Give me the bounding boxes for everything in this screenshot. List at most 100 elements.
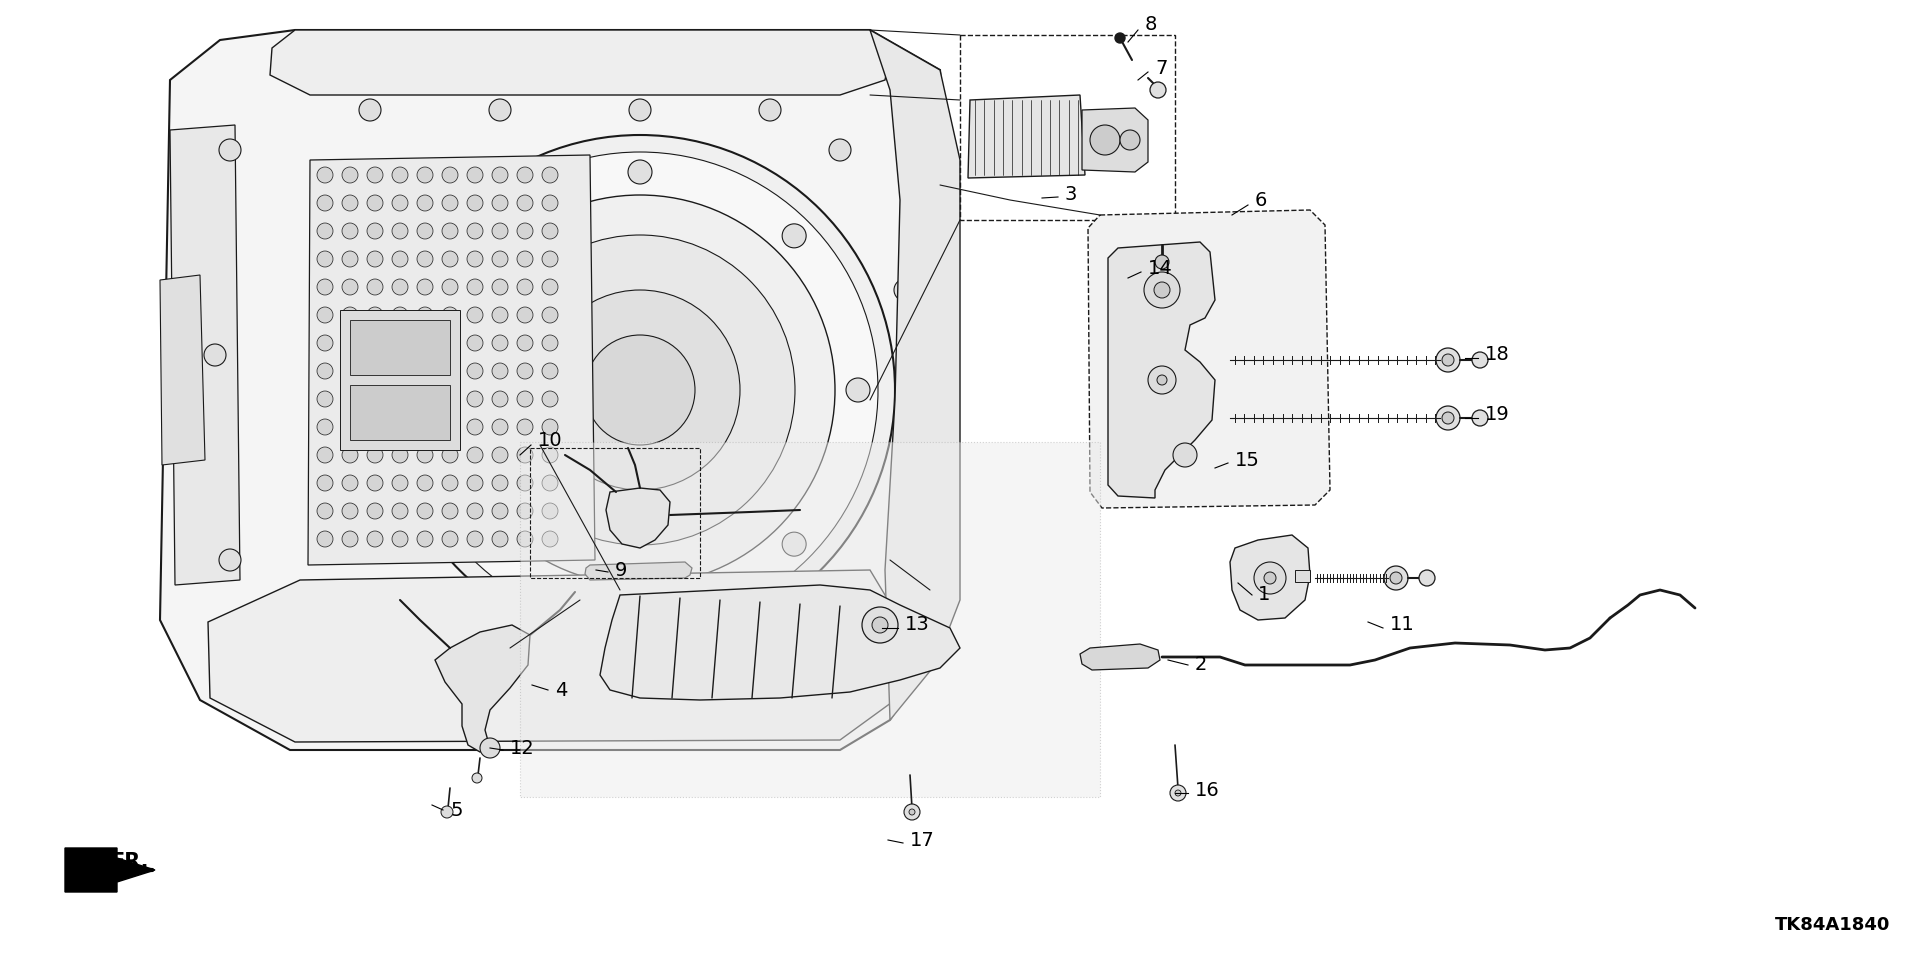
Circle shape	[781, 224, 806, 248]
Circle shape	[219, 549, 242, 571]
Circle shape	[1144, 272, 1181, 308]
Circle shape	[467, 503, 484, 519]
Polygon shape	[1083, 108, 1148, 172]
Circle shape	[1154, 282, 1169, 298]
Circle shape	[541, 391, 559, 407]
Circle shape	[467, 475, 484, 491]
Text: 4: 4	[555, 681, 568, 700]
Circle shape	[392, 447, 407, 463]
Circle shape	[442, 503, 459, 519]
Circle shape	[467, 447, 484, 463]
Circle shape	[342, 307, 357, 323]
Polygon shape	[968, 95, 1085, 178]
Circle shape	[480, 738, 499, 758]
Polygon shape	[1079, 644, 1160, 670]
Circle shape	[342, 363, 357, 379]
Circle shape	[442, 307, 459, 323]
Circle shape	[490, 99, 511, 121]
Circle shape	[367, 391, 382, 407]
Circle shape	[781, 532, 806, 556]
Circle shape	[1254, 562, 1286, 594]
Text: 2: 2	[1194, 656, 1208, 675]
Circle shape	[392, 531, 407, 547]
Circle shape	[541, 279, 559, 295]
Circle shape	[417, 195, 434, 211]
Polygon shape	[159, 30, 950, 750]
Circle shape	[417, 419, 434, 435]
Circle shape	[541, 307, 559, 323]
Circle shape	[1156, 255, 1169, 269]
Circle shape	[367, 419, 382, 435]
Text: 10: 10	[538, 430, 563, 449]
Text: 8: 8	[1144, 15, 1158, 35]
Circle shape	[367, 531, 382, 547]
Polygon shape	[1108, 242, 1215, 498]
Circle shape	[317, 391, 332, 407]
Circle shape	[342, 391, 357, 407]
Circle shape	[492, 279, 509, 295]
Circle shape	[1116, 33, 1125, 43]
Text: 14: 14	[1148, 258, 1173, 277]
Circle shape	[342, 419, 357, 435]
Circle shape	[417, 391, 434, 407]
Circle shape	[317, 195, 332, 211]
Circle shape	[342, 167, 357, 183]
Text: 16: 16	[1194, 780, 1219, 800]
Circle shape	[872, 617, 887, 633]
Circle shape	[1173, 443, 1196, 467]
Text: 19: 19	[1484, 405, 1509, 424]
Circle shape	[541, 335, 559, 351]
Circle shape	[541, 223, 559, 239]
Circle shape	[586, 335, 695, 445]
Circle shape	[442, 806, 453, 818]
Circle shape	[492, 531, 509, 547]
Circle shape	[492, 335, 509, 351]
Circle shape	[392, 335, 407, 351]
Circle shape	[895, 479, 916, 501]
Circle shape	[317, 363, 332, 379]
Polygon shape	[607, 488, 670, 548]
Circle shape	[895, 279, 916, 301]
Circle shape	[1442, 412, 1453, 424]
Circle shape	[442, 251, 459, 267]
Text: 12: 12	[511, 738, 536, 757]
Circle shape	[317, 447, 332, 463]
Circle shape	[1473, 410, 1488, 426]
Circle shape	[516, 307, 534, 323]
Circle shape	[317, 167, 332, 183]
Text: 17: 17	[910, 830, 935, 850]
Circle shape	[392, 391, 407, 407]
Circle shape	[516, 195, 534, 211]
Bar	[349, 320, 449, 375]
Circle shape	[417, 447, 434, 463]
Circle shape	[442, 475, 459, 491]
Circle shape	[829, 139, 851, 161]
Circle shape	[516, 363, 534, 379]
Polygon shape	[271, 30, 891, 95]
Text: 6: 6	[1256, 190, 1267, 209]
Circle shape	[367, 335, 382, 351]
Circle shape	[342, 251, 357, 267]
Circle shape	[342, 223, 357, 239]
Text: 3: 3	[1066, 185, 1077, 204]
Circle shape	[442, 419, 459, 435]
Circle shape	[342, 279, 357, 295]
Circle shape	[401, 152, 877, 628]
Circle shape	[317, 307, 332, 323]
Circle shape	[628, 160, 653, 184]
Circle shape	[492, 251, 509, 267]
Circle shape	[392, 195, 407, 211]
Circle shape	[492, 391, 509, 407]
Circle shape	[467, 279, 484, 295]
Circle shape	[417, 167, 434, 183]
Circle shape	[541, 531, 559, 547]
Polygon shape	[1089, 210, 1331, 508]
Polygon shape	[171, 125, 240, 585]
Circle shape	[1150, 82, 1165, 98]
Circle shape	[442, 391, 459, 407]
Circle shape	[472, 773, 482, 783]
Circle shape	[1436, 348, 1459, 372]
Circle shape	[445, 195, 835, 585]
Circle shape	[541, 251, 559, 267]
Circle shape	[1158, 375, 1167, 385]
